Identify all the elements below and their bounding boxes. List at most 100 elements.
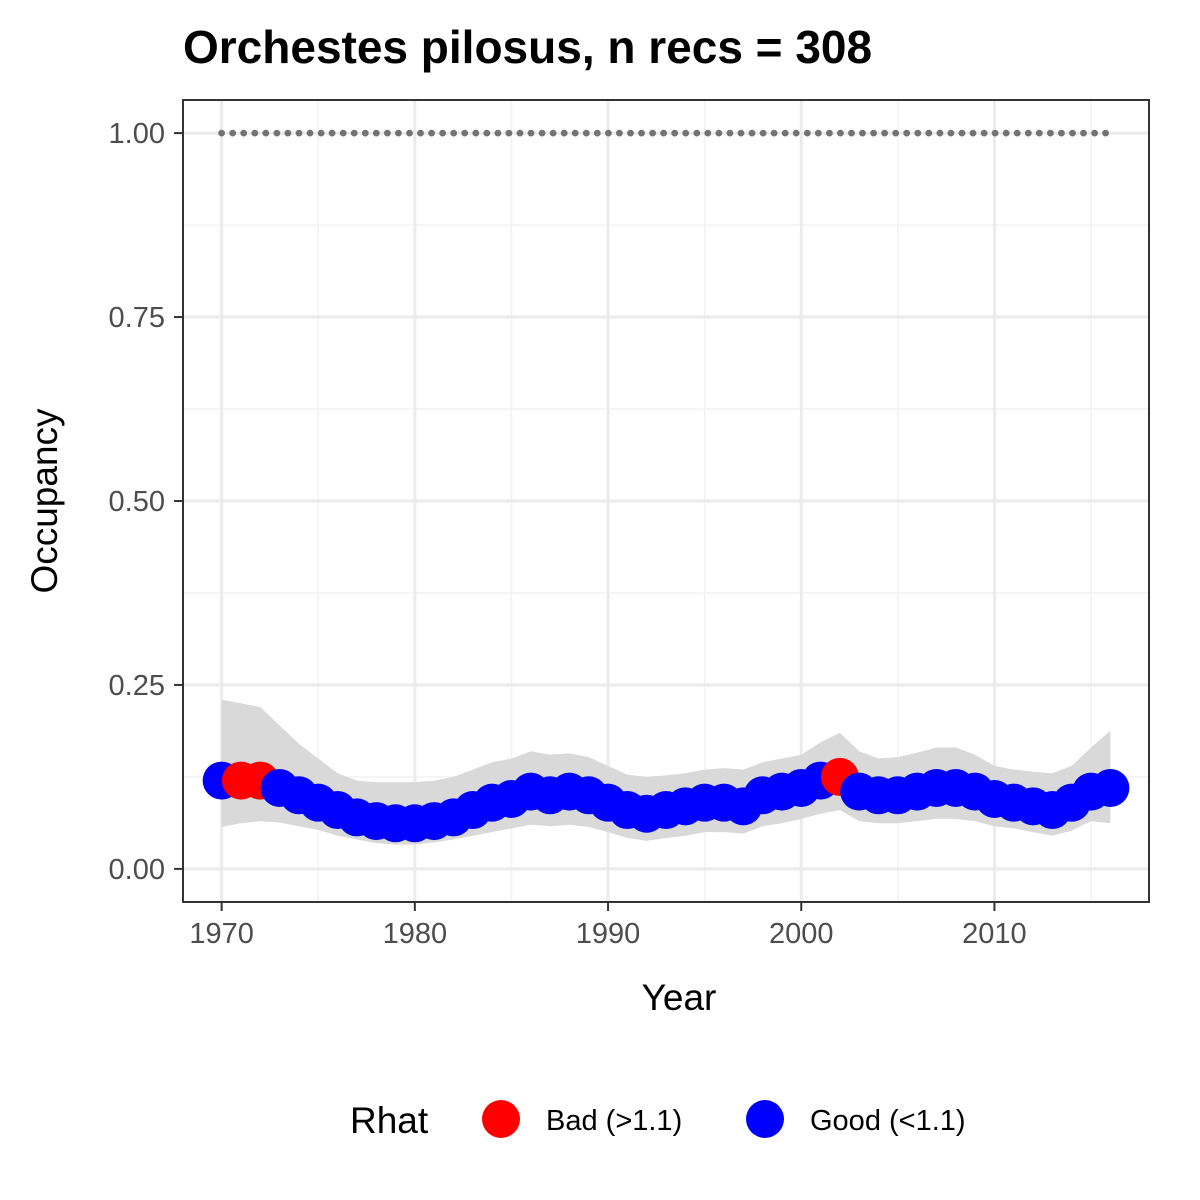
reference-dot xyxy=(627,129,634,137)
legend-swatch-bad xyxy=(482,1100,520,1138)
reference-dot xyxy=(549,129,557,137)
reference-dot xyxy=(273,129,281,137)
reference-dot xyxy=(605,129,612,137)
reference-dot xyxy=(859,129,866,137)
reference-dot xyxy=(704,129,712,137)
y-axis: 0.00 0.25 0.50 0.75 1.00 xyxy=(109,118,183,886)
reference-dot xyxy=(826,129,833,137)
reference-dot xyxy=(1024,129,1032,137)
reference-dot xyxy=(693,129,701,137)
legend-label-good: Good (<1.1) xyxy=(810,1105,966,1137)
reference-dot xyxy=(350,129,358,137)
reference-dot xyxy=(881,129,888,137)
reference-dot xyxy=(726,129,734,137)
reference-dot xyxy=(461,129,469,137)
reference-dot xyxy=(737,129,745,137)
reference-dot xyxy=(372,129,380,137)
reference-dot xyxy=(947,129,955,137)
reference-dot xyxy=(538,129,546,137)
reference-dot xyxy=(262,129,270,137)
reference-dot xyxy=(472,129,480,137)
reference-dot xyxy=(284,129,292,137)
reference-dot xyxy=(638,129,645,137)
reference-dot xyxy=(958,129,966,137)
x-tick-label: 1980 xyxy=(383,918,448,950)
reference-dot xyxy=(892,129,900,137)
reference-dot xyxy=(980,129,988,137)
y-tick-label: 1.00 xyxy=(109,118,165,150)
reference-dot xyxy=(571,129,579,137)
reference-dot xyxy=(991,129,999,137)
reference-dot xyxy=(671,129,679,137)
reference-dot xyxy=(715,129,723,137)
point-good-2016 xyxy=(1091,768,1130,807)
reference-dot xyxy=(781,129,789,137)
reference-dot xyxy=(1102,129,1109,137)
reference-dot xyxy=(240,129,248,137)
reference-dot xyxy=(759,129,767,137)
reference-dot xyxy=(1058,129,1065,137)
chart-title: Orchestes pilosus, n recs = 308 xyxy=(183,21,872,73)
reference-dot xyxy=(914,129,922,137)
reference-dot xyxy=(1035,129,1043,137)
reference-dot xyxy=(218,129,226,137)
reference-dot xyxy=(936,129,944,137)
x-tick-label: 2000 xyxy=(769,918,834,950)
reference-dot xyxy=(803,129,811,137)
reference-dot xyxy=(582,129,590,137)
reference-dot xyxy=(406,129,413,137)
x-tick-label: 2010 xyxy=(962,918,1027,950)
reference-dot xyxy=(450,129,458,137)
reference-dot xyxy=(527,129,535,137)
reference-dot xyxy=(1002,129,1010,137)
reference-dot xyxy=(428,129,435,137)
reference-dot xyxy=(395,129,402,137)
reference-dot xyxy=(295,129,303,137)
reference-dot xyxy=(870,129,877,137)
reference-dot xyxy=(483,129,491,137)
x-axis: 1970 1980 1990 2000 2010 xyxy=(189,902,1027,950)
legend-label-bad: Bad (>1.1) xyxy=(546,1105,682,1137)
occupancy-points xyxy=(202,757,1130,843)
legend: Rhat Bad (>1.1) Good (<1.1) xyxy=(350,1100,966,1141)
y-tick-label: 0.00 xyxy=(109,854,165,886)
reference-dot xyxy=(229,129,237,137)
reference-dot xyxy=(417,129,424,137)
y-axis-title: Occupancy xyxy=(24,408,65,594)
reference-dot xyxy=(848,129,855,137)
reference-dot xyxy=(792,129,800,137)
reference-dot xyxy=(682,129,690,137)
reference-dot xyxy=(494,129,502,137)
reference-dot xyxy=(748,129,756,137)
reference-dot xyxy=(903,129,911,137)
y-tick-label: 0.75 xyxy=(109,302,165,334)
reference-dot xyxy=(361,129,369,137)
reference-dot xyxy=(560,129,568,137)
reference-line-dotted xyxy=(218,129,1109,137)
x-axis-title: Year xyxy=(642,977,717,1018)
reference-dot xyxy=(770,129,778,137)
reference-dot xyxy=(317,129,325,137)
reference-dot xyxy=(505,129,513,137)
reference-dot xyxy=(516,129,524,137)
reference-dot xyxy=(1013,129,1021,137)
x-tick-label: 1990 xyxy=(576,918,641,950)
y-tick-label: 0.25 xyxy=(109,670,165,702)
reference-dot xyxy=(616,129,623,137)
reference-dot xyxy=(593,129,601,137)
reference-dot xyxy=(969,129,977,137)
reference-dot xyxy=(925,129,933,137)
reference-dot xyxy=(649,129,656,137)
reference-dot xyxy=(328,129,336,137)
reference-dot xyxy=(1091,129,1098,137)
reference-dot xyxy=(339,129,347,137)
reference-dot xyxy=(837,129,844,137)
y-tick-label: 0.50 xyxy=(109,486,165,518)
reference-dot xyxy=(814,129,822,137)
x-tick-label: 1970 xyxy=(189,918,254,950)
reference-dot xyxy=(1080,129,1087,137)
reference-dot xyxy=(306,129,314,137)
reference-dot xyxy=(1069,129,1076,137)
legend-swatch-good xyxy=(746,1100,784,1138)
